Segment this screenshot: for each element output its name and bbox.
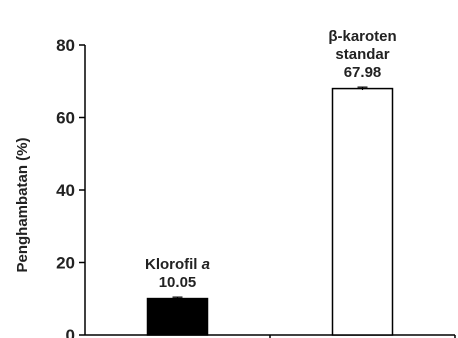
bar-value-label: 67.98 xyxy=(344,64,382,81)
y-axis-title: Penghambatan (%) xyxy=(14,137,31,272)
y-tick-label: 0 xyxy=(66,326,75,338)
y-tick-label: 80 xyxy=(56,36,75,55)
bar-value-label: β-karoten xyxy=(328,28,396,45)
bar-value-label: standar xyxy=(335,46,389,63)
y-tick-label: 20 xyxy=(56,254,75,273)
bar xyxy=(331,87,394,336)
y-tick-label: 40 xyxy=(56,181,75,200)
bar-value-label: Klorofil a xyxy=(145,256,210,273)
y-tick-label: 60 xyxy=(56,109,75,128)
bar-value-label: 10.05 xyxy=(159,274,197,291)
bar xyxy=(146,297,209,336)
